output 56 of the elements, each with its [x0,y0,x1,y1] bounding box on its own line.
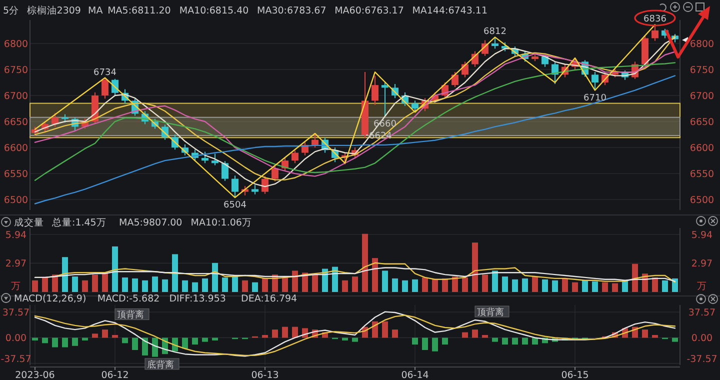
y2-tick-label: 5.94 [691,230,713,241]
y2-tick-label: 6500 [690,195,714,206]
annotation: MA10:1.06万 [190,218,252,228]
text: MA10:6815.40 [179,6,249,16]
y2-tick-label: 6700 [690,90,714,102]
y2-tick-label: 万 [697,281,707,292]
y-tick-label: 5.94 [5,230,27,241]
y2-tick-label: 37.57 [688,308,716,319]
text: MA [88,6,104,16]
annotation: 顶背离 [477,307,504,318]
annotation: 成交量 [14,216,44,228]
text: 棕榈油2309 [26,4,81,16]
x-tick-label: 06-14 [401,370,429,380]
x-tick-label: 2023-06 [15,370,55,380]
x-tick-label: 06-15 [561,370,589,380]
y-tick-label: 6650 [4,117,28,128]
y-tick-label: 2.97 [5,258,27,270]
y2-tick-label: -37.57 [686,354,718,365]
text: MACD(12,26,9) [14,294,86,304]
text: MACD:-5.682 [97,294,160,304]
annotation: 6710 [584,93,607,104]
annotation: 6836 [644,14,667,25]
y2-tick-label: 6750 [690,64,714,76]
y-tick-label: 6550 [4,169,28,180]
text: DEA:16.794 [241,294,298,304]
text: DIFF:13.953 [169,294,226,304]
y2-tick-label: 6550 [690,169,714,180]
annotation: 6624 [369,132,392,142]
y-tick-label: 6700 [4,90,28,102]
annotation: 6504 [224,200,247,211]
annotation: 6812 [484,27,506,38]
y-tick-label: 万 [11,281,21,292]
text: MA144:6743.11 [412,6,488,16]
y2-tick-label: 6800 [690,38,714,50]
annotation: MA5:9807.00 [119,218,182,228]
y-tick-label: 0.00 [5,333,27,344]
text: 5分 [3,4,20,16]
y2-tick-label: 2.97 [691,258,713,270]
text: MA60:6763.17 [334,6,404,16]
y2-tick-label: 0.00 [691,333,713,344]
annotation: 总量:1.45万 [51,216,106,228]
text: MA5:6811.20 [108,6,171,16]
x-tick-label: 06-12 [101,370,129,380]
y-tick-label: 6500 [4,195,28,206]
y-tick-label: 6750 [4,64,28,76]
x-tick-label: 06-13 [251,370,279,380]
y-tick-label: 6600 [4,143,28,154]
y-tick-label: 6800 [4,38,28,50]
y-tick-label: 37.57 [2,308,30,319]
annotation: 底背离 [147,359,174,370]
annotation: 顶背离 [117,310,144,321]
annotation: 6734 [94,68,117,78]
y-tick-label: -37.57 [0,354,32,365]
text: MA30:6783.67 [257,6,326,16]
y2-tick-label: 6650 [690,117,714,128]
y2-tick-label: 6600 [690,143,714,154]
